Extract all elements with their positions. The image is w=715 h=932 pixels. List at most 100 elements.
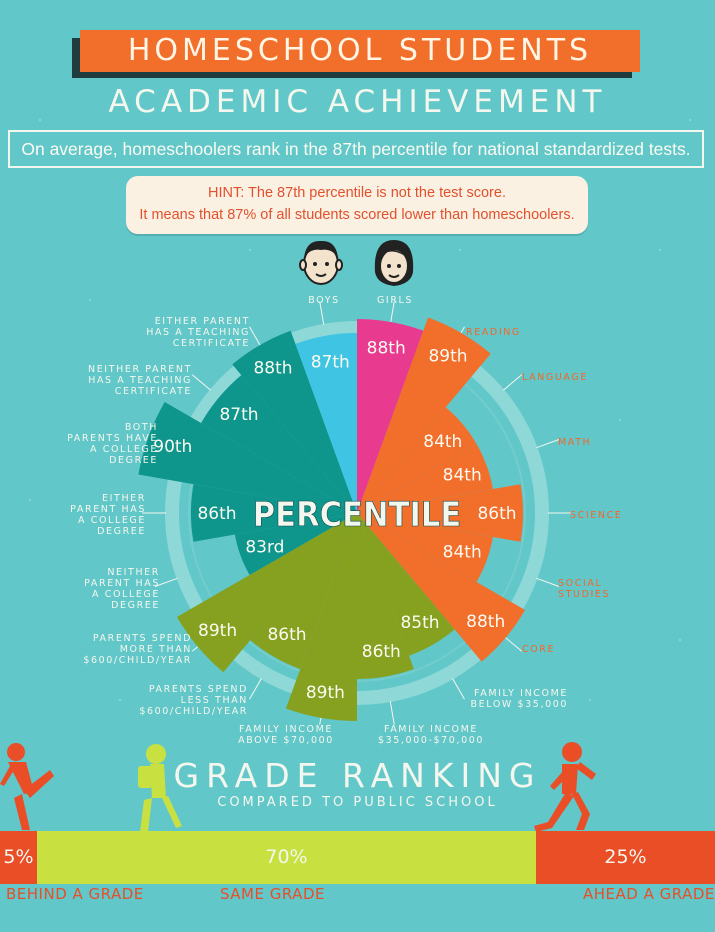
connector-line xyxy=(389,701,395,725)
slice-value-label: 84th xyxy=(423,432,462,452)
pie-slice xyxy=(232,330,357,513)
label-income-above-line: FAMILY INCOME xyxy=(239,724,333,735)
label-boys: BOYS xyxy=(308,295,340,306)
label-either-certificate-line: HAS A TEACHING xyxy=(146,327,250,338)
label-neither-certificate-line: NEITHER PARENT xyxy=(87,364,192,375)
label-spend-more-line: PARENTS SPEND xyxy=(92,633,192,644)
pie-slice xyxy=(357,317,491,513)
label-spend-more: PARENTS SPEND MORE THAN $600/CHILD/YEAR xyxy=(64,633,192,666)
slice-value-label: 89th xyxy=(428,346,467,366)
label-spend-less-line: PARENTS SPEND xyxy=(148,684,248,695)
label-girls: GIRLS xyxy=(376,295,414,306)
connector-line xyxy=(536,577,560,587)
pie-slice xyxy=(176,513,357,673)
label-neither-degree-line: PARENT HAS xyxy=(84,578,160,589)
grade-ranking-bar: 5% 70% 25% xyxy=(0,831,715,884)
hint-line-2: It means that 87% of all students scored… xyxy=(139,207,575,223)
grade-ranking-subtitle: COMPARED TO PUBLIC SCHOOL xyxy=(217,795,498,810)
hint-note: HINT: The 87th percentile is not the tes… xyxy=(126,176,588,234)
label-science: SCIENCE xyxy=(570,510,623,521)
boy-face-icon xyxy=(299,240,343,285)
pie-slice xyxy=(357,484,524,542)
label-spend-more-line: MORE THAN xyxy=(119,644,192,655)
page-title: HOMESCHOOL STUDENTS xyxy=(80,30,640,72)
slice-value-label: 86th xyxy=(477,504,516,524)
ahead-grade-segment: 25% xyxy=(536,831,715,884)
center-label: PERCENTILE xyxy=(253,495,461,535)
same-grade-segment: 70% xyxy=(37,831,536,884)
slice-value-label: 88th xyxy=(253,359,292,379)
slice-value-label: 84th xyxy=(443,466,482,486)
behind-grade-percent: 5% xyxy=(3,846,34,868)
label-both-degree-line: A COLLEGE xyxy=(90,444,158,455)
pie-slice xyxy=(357,513,414,679)
pie-slice xyxy=(285,513,357,721)
behind-grade-label: BEHIND A GRADE xyxy=(6,885,144,903)
connector-line xyxy=(249,326,262,348)
label-both-degree-line: DEGREE xyxy=(109,455,158,466)
same-grade-percent: 70% xyxy=(265,846,308,868)
pie-slice xyxy=(357,407,477,513)
label-neither-certificate-line: CERTIFICATE xyxy=(114,386,192,397)
child-runner-figure xyxy=(534,742,596,832)
connector-line xyxy=(452,678,465,700)
label-income-mid-line: FAMILY INCOME xyxy=(384,724,478,735)
grade-ranking-title: GRADE RANKING xyxy=(173,756,542,795)
label-either-degree-line: PARENT HAS xyxy=(70,504,146,515)
pie-slice xyxy=(250,513,357,669)
pie-slice xyxy=(295,333,357,513)
label-either-degree-line: EITHER xyxy=(102,493,146,504)
slice-value-label: 90th xyxy=(153,437,192,457)
connector-line xyxy=(502,374,523,391)
connector-line xyxy=(536,439,560,449)
label-either-certificate-line: CERTIFICATE xyxy=(172,338,250,349)
title-banner: HOMESCHOOL STUDENTS xyxy=(72,30,640,78)
slice-value-label: 83rd xyxy=(245,538,284,558)
connector-line xyxy=(502,635,523,652)
percentile-pie-chart: 88th 89th 84th 84th 86th 84th 88th 85th 86th 89th… xyxy=(138,301,572,725)
page-subtitle: ACADEMIC ACHIEVEMENT xyxy=(108,84,607,120)
label-income-mid: FAMILY INCOME $35,000-$70,000 xyxy=(372,724,490,746)
slice-value-label: 86th xyxy=(362,642,401,662)
pie-slice xyxy=(190,484,357,542)
label-spend-more-line: $600/CHILD/YEAR xyxy=(83,655,192,666)
label-language: LANGUAGE xyxy=(522,372,588,383)
pie-slice xyxy=(357,319,424,513)
label-either-degree: EITHER PARENT HAS A COLLEGE DEGREE xyxy=(50,493,146,537)
label-social-studies-line: SOCIAL xyxy=(558,578,603,589)
label-reading: READING xyxy=(466,327,521,338)
label-social-studies: SOCIAL STUDIES xyxy=(558,578,610,600)
label-either-degree-line: DEGREE xyxy=(97,526,146,537)
connector-line xyxy=(249,678,262,700)
label-both-degree-line: PARENTS HAVE xyxy=(67,433,158,444)
slice-value-label: 84th xyxy=(443,542,482,562)
slice-value-label: 87th xyxy=(311,352,350,372)
hint-line-1: HINT: The 87th percentile is not the tes… xyxy=(208,185,506,201)
slice-value-label: 86th xyxy=(197,504,236,524)
label-neither-certificate: NEITHER PARENT HAS A TEACHING CERTIFICAT… xyxy=(64,364,192,397)
label-neither-degree-line: NEITHER xyxy=(107,567,160,578)
pie-slice xyxy=(357,444,493,513)
pie-slice xyxy=(357,513,455,656)
connector-line xyxy=(191,374,212,391)
label-core: CORE xyxy=(522,644,556,655)
slice-value-label: 88th xyxy=(466,612,505,632)
label-income-below: FAMILY INCOME BELOW $35,000 xyxy=(458,688,568,710)
slice-value-label: 89th xyxy=(198,621,237,641)
connector-line xyxy=(319,301,325,325)
slice-value-label: 88th xyxy=(367,339,406,359)
pie-slices xyxy=(138,317,525,721)
label-neither-degree: NEITHER PARENT HAS A COLLEGE DEGREE xyxy=(64,567,160,611)
label-either-certificate: EITHER PARENT HAS A TEACHING CERTIFICATE xyxy=(122,316,250,349)
child-stretch-figure xyxy=(0,743,54,830)
label-income-above: FAMILY INCOME ABOVE $70,000 xyxy=(232,724,340,746)
label-income-below-line: FAMILY INCOME xyxy=(474,688,568,699)
label-spend-less: PARENTS SPEND LESS THAN $600/CHILD/YEAR xyxy=(120,684,248,717)
label-neither-degree-line: DEGREE xyxy=(111,600,160,611)
pie-slice xyxy=(201,375,357,513)
label-either-certificate-line: EITHER PARENT xyxy=(154,316,250,327)
behind-grade-segment: 5% xyxy=(0,831,37,884)
slice-value-label: 87th xyxy=(219,405,258,425)
ahead-grade-label: AHEAD A GRADE xyxy=(583,885,715,903)
pie-slice xyxy=(357,513,525,662)
